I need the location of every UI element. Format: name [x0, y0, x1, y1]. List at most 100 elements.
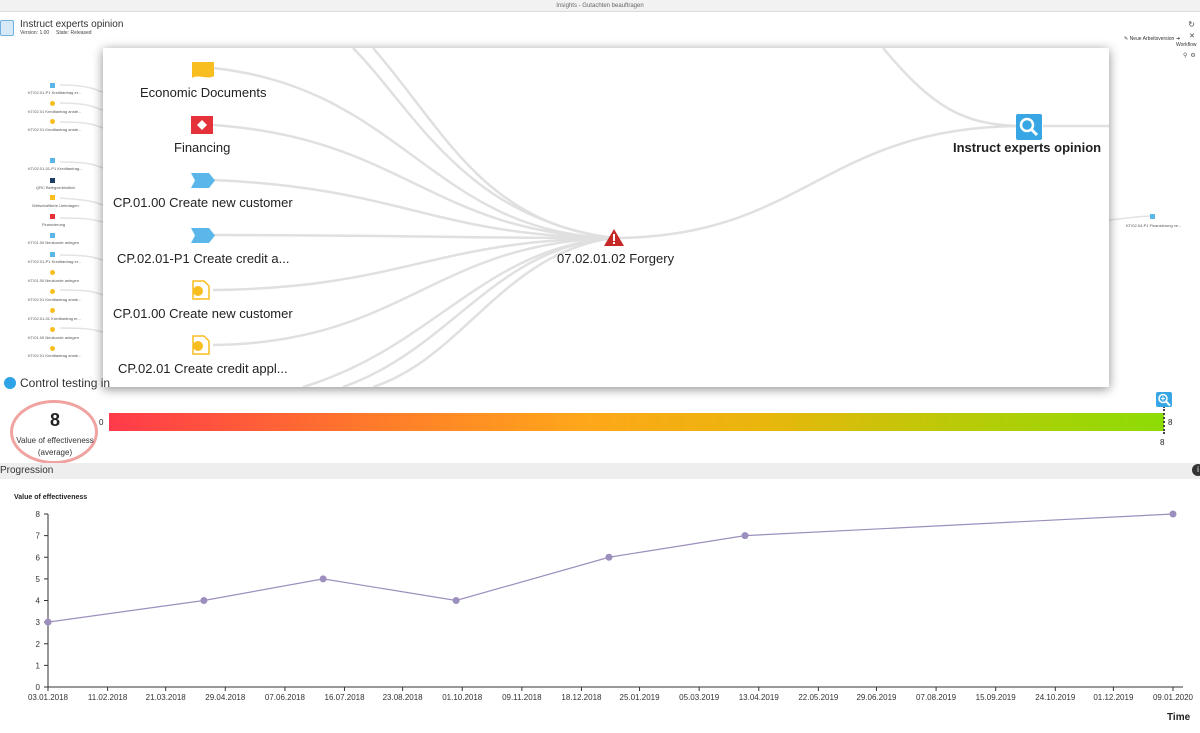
x-tick-label: 16.07.2018 [325, 693, 366, 702]
bg-node-label: KT/02.01 Kreditantrag anste... [28, 353, 82, 358]
x-tick-label: 01.10.2018 [442, 693, 483, 702]
document-circle-icon [192, 335, 210, 355]
document-circle-icon [192, 280, 210, 300]
x-tick-label: 24.10.2019 [1035, 693, 1076, 702]
bg-node-label: KT/02.01-01 Kreditantrag er... [28, 316, 81, 321]
effectiveness-label-line2: (average) [37, 448, 73, 457]
process-arrow-icon [191, 228, 215, 243]
process-arrow-icon [1150, 214, 1155, 219]
x-tick-label: 23.08.2018 [383, 693, 424, 702]
data-point [200, 597, 208, 604]
document-circle-icon [50, 270, 55, 275]
target-node-label[interactable]: Instruct experts opinion [953, 140, 1102, 155]
y-tick-label: 3 [36, 618, 41, 627]
chart-ylabel: Value of effectiveness [14, 494, 88, 501]
bg-node-label: QRC Belegverbindlich [36, 185, 76, 190]
document-circle-icon [50, 327, 55, 332]
zoom-in-icon[interactable] [1156, 392, 1172, 407]
document-circle-icon [50, 119, 55, 124]
gauge-min-label: 0 [99, 418, 104, 427]
node-label[interactable]: Financing [174, 140, 231, 155]
node-label[interactable]: CP.02.01-P1 Create credit a... [117, 251, 290, 266]
node-label[interactable]: Economic Documents [140, 85, 267, 100]
settings-icon[interactable]: ⚙ [1190, 53, 1199, 59]
database-icon [50, 178, 55, 183]
document-circle-icon [50, 101, 55, 106]
warning-triangle-icon [604, 229, 624, 246]
y-tick-label: 0 [36, 683, 41, 692]
x-tick-label: 25.01.2019 [620, 693, 661, 702]
financing-icon [191, 116, 213, 134]
bg-node-label: KT/01.00 Neukunde anlegen [28, 278, 79, 283]
document-circle-icon [50, 308, 55, 313]
new-version-button[interactable]: ✎ Neue Arbeitsversion [1124, 36, 1174, 42]
graph-zoom-popup[interactable]: Economic Documents Financing CP.01.00 Cr… [103, 48, 1109, 387]
magnifier-icon [1016, 114, 1042, 140]
gauge-marker-value: 8 [1160, 438, 1165, 447]
node-label[interactable]: CP.02.01 Create credit appl... [118, 361, 288, 376]
close-icon[interactable]: ✕ [1189, 33, 1195, 40]
x-tick-label: 22.05.2019 [798, 693, 839, 702]
process-arrow-icon [50, 83, 55, 88]
state-text: State: Released [56, 30, 92, 36]
process-arrow-icon [50, 158, 55, 163]
gauge-max-label: 8 [1168, 418, 1173, 427]
info-icon[interactable]: i [1192, 464, 1200, 476]
y-tick-label: 8 [36, 510, 41, 519]
bg-node-label: KT/02.01 Kreditantrag anste... [28, 109, 82, 114]
workflow-label: Workflow [1176, 42, 1197, 48]
document-circle-icon [50, 289, 55, 294]
x-tick-label: 09.01.2020 [1153, 693, 1194, 702]
x-tick-label: 11.02.2018 [88, 693, 128, 702]
magnifier-icon [0, 20, 14, 36]
x-tick-label: 21.03.2018 [146, 693, 187, 702]
x-tick-label: 29.04.2018 [205, 693, 246, 702]
new-version-label: Neue Arbeitsversion [1129, 36, 1175, 42]
bg-node-label: KT/01.00 Neukunde anlegen [28, 240, 79, 245]
y-tick-label: 2 [36, 640, 41, 649]
y-tick-label: 4 [36, 597, 41, 606]
version-text: Version: 1.00 [20, 30, 50, 36]
node-label[interactable]: CP.01.00 Create new customer [113, 195, 293, 210]
folder-icon [192, 62, 214, 78]
effectiveness-gauge [109, 413, 1164, 431]
bg-node-label: KT/02.01-P1 Kreditantrag er... [28, 259, 82, 264]
bg-node-label: KT/02.04-P1 Finanzierung ve... [1126, 223, 1182, 228]
effectiveness-value: 8 [49, 410, 60, 430]
node-label[interactable]: CP.01.00 Create new customer [113, 306, 293, 321]
graph-zoom-controls[interactable]: ⚲⚙ [1183, 52, 1199, 59]
document-circle-icon [50, 346, 55, 351]
process-arrow-icon [50, 252, 55, 257]
y-tick-label: 1 [36, 661, 41, 670]
center-node-label[interactable]: 07.02.01.02 Forgery [557, 251, 675, 266]
x-tick-label: 03.01.2018 [28, 693, 69, 702]
bg-node-label: KT/01.00 Neukunde anlegen [28, 335, 79, 340]
effectiveness-label: Value of effectiveness (average) [10, 435, 100, 459]
process-arrow-icon [191, 173, 215, 188]
progression-chart: 0 1 2 3 4 5 6 7 8 03.01.2018 11.02.2018 21.03.2018 2… [28, 510, 1194, 702]
x-tick-label: 05.03.2019 [679, 693, 720, 702]
bg-node-label: KT/02.01-01-P1 Kreditantrag... [28, 166, 83, 171]
search-icon[interactable]: ⚲ [1183, 53, 1191, 59]
data-point [605, 553, 613, 561]
y-tick-label: 6 [36, 553, 41, 562]
progression-header [0, 463, 1200, 479]
control-testing-label: Control testing in [20, 376, 111, 390]
refresh-icon[interactable]: ↻ [1188, 20, 1195, 29]
process-arrow-icon [50, 233, 55, 238]
x-tick-label: 15.09.2019 [976, 693, 1017, 702]
effectiveness-label-line1: Value of effectiveness [16, 436, 94, 445]
page-title: Instruct experts opinion [20, 19, 124, 30]
financing-icon [50, 214, 55, 219]
y-tick-label: 5 [36, 575, 41, 584]
data-point [452, 597, 460, 604]
series-line [47, 513, 1174, 623]
data-point [44, 618, 52, 626]
bg-node-label: Wirtschaftliche Unterlagen [32, 203, 79, 208]
arrow-right-icon: ➜ [1176, 36, 1181, 42]
data-point [1169, 510, 1177, 518]
popup-edges [212, 48, 1109, 387]
workflow-button[interactable]: ➜ Workflow [1176, 36, 1200, 48]
bg-node-label: Finanzierung [42, 222, 66, 227]
bg-node-label: KT/02.01 Kreditantrag anste... [28, 297, 82, 302]
